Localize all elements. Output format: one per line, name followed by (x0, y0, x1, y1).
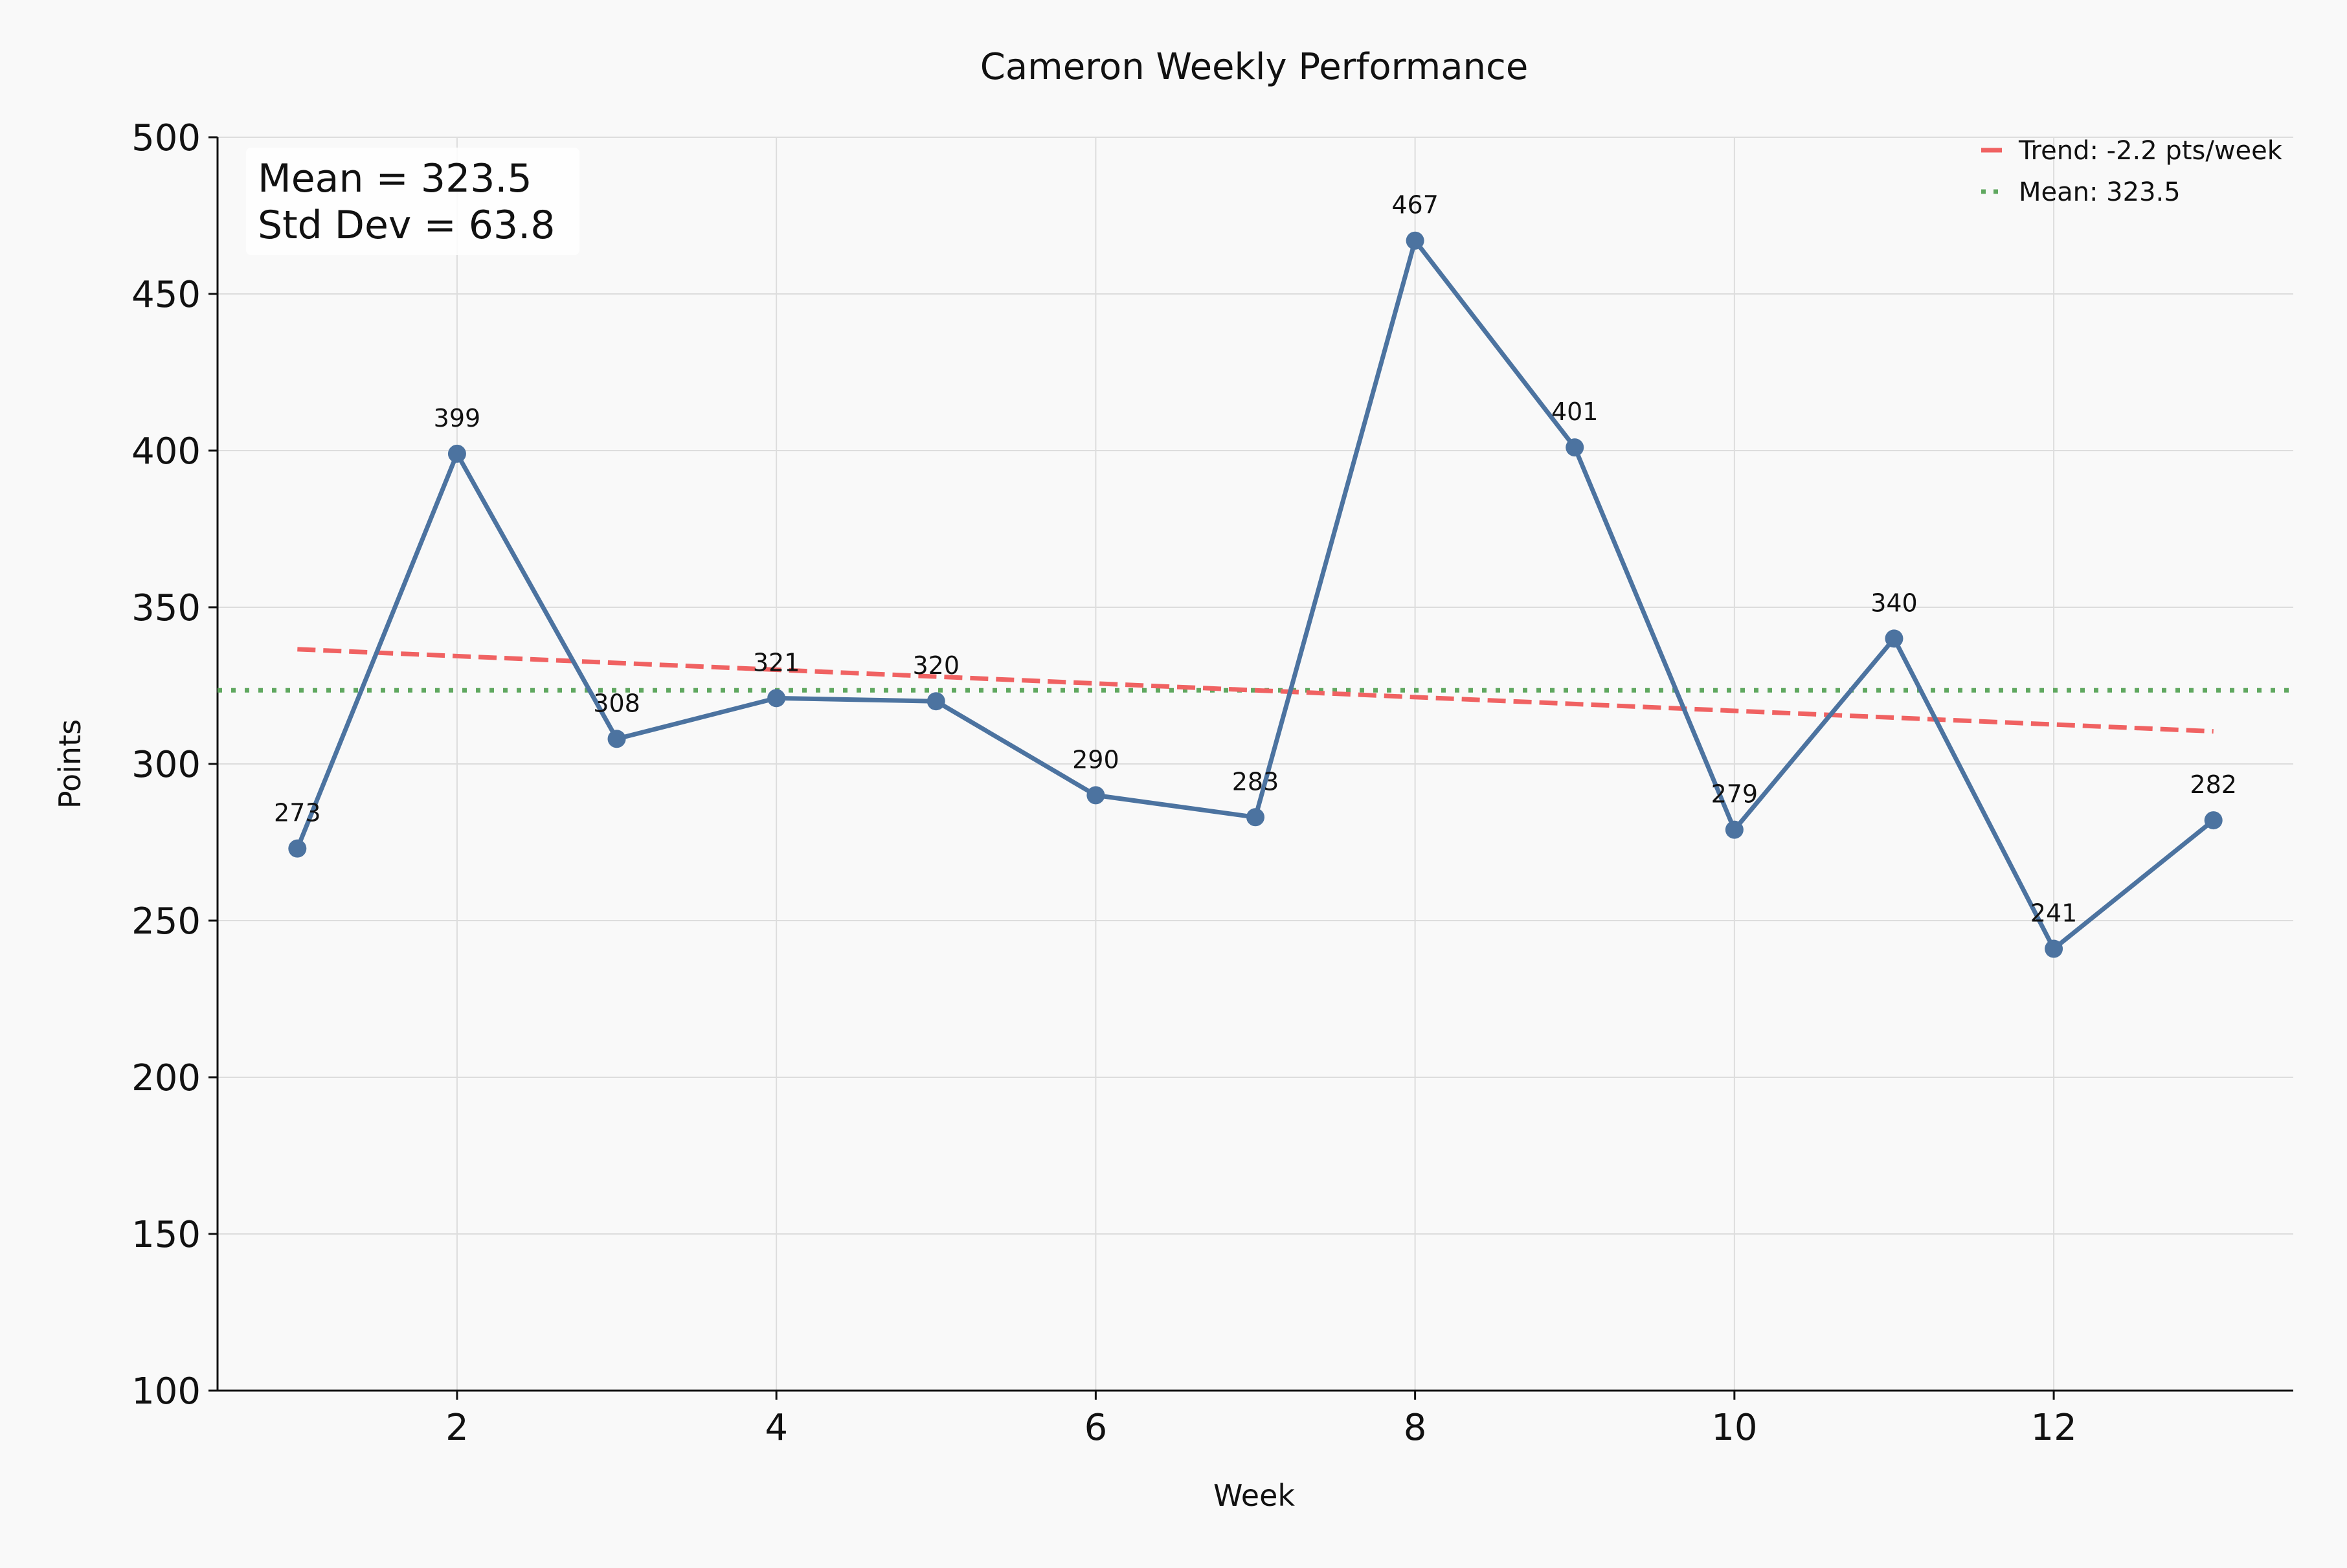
y-tick-label: 150 (131, 1214, 201, 1256)
stats-mean-text: Mean = 323.5 (258, 156, 532, 201)
data-labels: 273 399 308 321 320 290 283 467 401 279 340 241 282 (274, 191, 2237, 928)
data-point (1246, 808, 1264, 827)
y-tick-label: 350 (131, 587, 201, 629)
legend-mean-label: Mean: 323.5 (2019, 177, 2181, 207)
x-tick-label: 12 (2030, 1407, 2076, 1449)
data-label: 282 (2190, 770, 2237, 799)
trend-line (297, 647, 2214, 734)
data-label: 399 (434, 404, 481, 432)
stats-std-text: Std Dev = 63.8 (258, 203, 555, 248)
y-axis-label: Points (52, 719, 87, 809)
data-label: 279 (1711, 780, 1758, 809)
y-tick-label: 200 (131, 1057, 201, 1099)
data-point (1885, 629, 1903, 648)
data-label: 241 (2030, 899, 2078, 928)
x-ticks: 2 4 6 8 10 12 (445, 1391, 2077, 1449)
y-tick-label: 250 (131, 901, 201, 943)
data-label: 290 (1072, 745, 1119, 774)
legend-trend-label: Trend: -2.2 pts/week (2018, 136, 2283, 166)
chart-title: Cameron Weekly Performance (980, 46, 1529, 88)
data-label: 467 (1391, 191, 1439, 219)
y-tick-label: 450 (131, 274, 201, 316)
data-point (447, 444, 466, 463)
y-ticks: 100 150 200 250 300 350 400 450 500 (131, 117, 218, 1413)
y-tick-label: 500 (131, 117, 201, 159)
y-tick-label: 300 (131, 744, 201, 786)
stats-box: Mean = 323.5 Std Dev = 63.8 (246, 148, 579, 255)
x-axis-label: Week (1213, 1478, 1295, 1513)
x-tick-label: 2 (445, 1407, 469, 1449)
data-label: 273 (274, 799, 321, 827)
data-point (2045, 939, 2063, 958)
y-tick-label: 400 (131, 431, 201, 473)
x-tick-label: 6 (1084, 1407, 1108, 1449)
data-points (288, 231, 2223, 958)
data-point (1566, 438, 1584, 457)
data-label: 320 (913, 651, 960, 680)
data-point (926, 692, 945, 711)
grid (218, 137, 2293, 1391)
data-label: 321 (753, 648, 800, 677)
data-point (607, 730, 626, 748)
data-label: 308 (593, 689, 640, 717)
x-tick-label: 4 (765, 1407, 788, 1449)
stats-box-background (246, 148, 579, 255)
y-tick-label: 100 (131, 1371, 201, 1413)
x-tick-label: 10 (1711, 1407, 1757, 1449)
data-label: 283 (1232, 767, 1279, 796)
data-label: 340 (1870, 588, 1918, 617)
x-tick-label: 8 (1404, 1407, 1427, 1449)
legend: Trend: -2.2 pts/week Mean: 323.5 (1981, 136, 2283, 207)
data-point (1086, 786, 1105, 805)
data-point (2204, 811, 2223, 830)
data-point (1406, 231, 1424, 250)
data-point (1725, 820, 1744, 839)
data-point (767, 689, 786, 708)
data-label: 401 (1551, 398, 1599, 426)
data-point (288, 839, 307, 858)
